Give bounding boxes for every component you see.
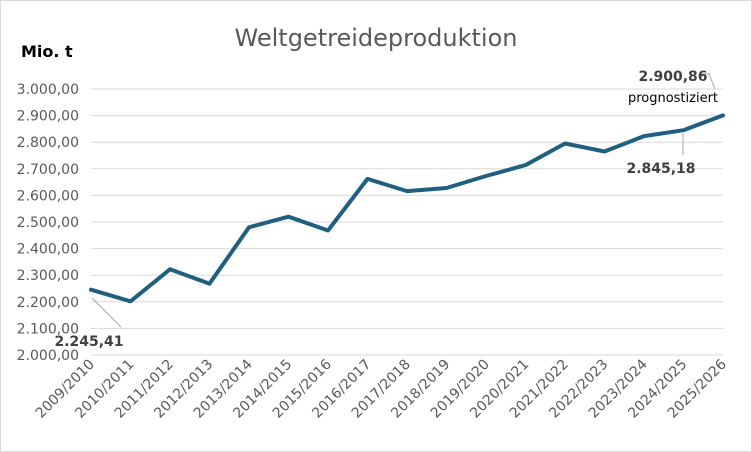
- gridlines: [91, 88, 723, 356]
- y-tick-label: 2.200,00: [17, 295, 79, 311]
- y-tick-label: 2.900,00: [17, 109, 79, 125]
- y-tick-label: 2.400,00: [17, 242, 79, 258]
- data-label: 2.245,41: [54, 334, 123, 350]
- annotation-leader-line: [91, 297, 122, 328]
- data-annotations: 2.245,41 2.845,18 2.900,86 prognostiziert: [54, 69, 718, 350]
- series: [89, 113, 725, 304]
- chart-title: Weltgetreideproduktion: [235, 24, 518, 52]
- y-tick-label: 2.800,00: [17, 135, 79, 151]
- y-tick-label: 2.500,00: [17, 215, 79, 231]
- series-line: [89, 113, 725, 304]
- data-label: 2.845,18: [626, 161, 695, 177]
- y-tick-label: 2.100,00: [17, 321, 79, 337]
- data-label-note: prognostiziert: [628, 91, 718, 106]
- x-axis-ticks: 2009/20102010/20112011/20122012/20132013…: [33, 356, 730, 421]
- data-label: 2.900,86: [638, 69, 707, 85]
- y-axis-ticks: 2.000,00 2.100,00 2.200,00 2.300,00 2.400,00…: [17, 82, 79, 364]
- y-tick-label: 2.700,00: [17, 162, 79, 178]
- annotation-leader-line: [701, 73, 716, 90]
- y-axis-unit-label: Mio. t: [21, 42, 73, 61]
- y-tick-label: 3.000,00: [17, 82, 79, 98]
- y-tick-label: 2.000,00: [17, 348, 79, 364]
- y-tick-label: 2.600,00: [17, 188, 79, 204]
- y-tick-label: 2.300,00: [17, 268, 79, 284]
